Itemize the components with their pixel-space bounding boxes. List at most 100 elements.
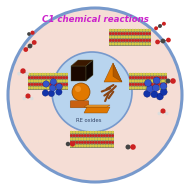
Circle shape (164, 83, 167, 86)
Circle shape (70, 144, 73, 147)
Circle shape (81, 141, 84, 144)
Circle shape (137, 86, 140, 89)
Circle shape (78, 141, 81, 144)
Circle shape (148, 86, 151, 89)
Circle shape (78, 131, 81, 134)
Circle shape (145, 86, 148, 89)
Circle shape (137, 80, 140, 82)
Circle shape (57, 83, 60, 86)
Circle shape (144, 90, 151, 97)
Bar (70, 130, 114, 147)
Circle shape (126, 32, 129, 35)
Circle shape (55, 83, 57, 86)
Circle shape (31, 76, 33, 79)
Circle shape (129, 36, 131, 38)
Circle shape (47, 83, 49, 86)
Circle shape (123, 29, 126, 32)
Circle shape (75, 134, 78, 137)
Circle shape (142, 29, 145, 32)
Circle shape (117, 42, 120, 45)
Circle shape (36, 76, 39, 79)
Circle shape (145, 29, 148, 32)
Circle shape (115, 42, 117, 45)
Circle shape (156, 73, 159, 76)
Text: RE oxides: RE oxides (76, 119, 102, 123)
Circle shape (164, 86, 167, 89)
Circle shape (115, 32, 117, 35)
Circle shape (134, 73, 137, 76)
Circle shape (55, 80, 57, 82)
Circle shape (158, 24, 162, 28)
Circle shape (108, 138, 111, 140)
Circle shape (162, 83, 164, 86)
Circle shape (148, 73, 151, 76)
Circle shape (60, 76, 63, 79)
Circle shape (73, 144, 76, 147)
Circle shape (111, 141, 114, 144)
Circle shape (86, 141, 89, 144)
Circle shape (97, 141, 100, 144)
Circle shape (49, 86, 52, 89)
Circle shape (159, 76, 162, 79)
Circle shape (164, 80, 167, 82)
Circle shape (145, 32, 148, 35)
Circle shape (75, 138, 78, 140)
Circle shape (117, 32, 120, 35)
Circle shape (134, 76, 137, 79)
Circle shape (111, 138, 114, 140)
Circle shape (112, 42, 115, 45)
Circle shape (49, 76, 52, 79)
Circle shape (30, 97, 33, 100)
Circle shape (63, 73, 65, 76)
Circle shape (84, 131, 87, 134)
Circle shape (132, 76, 135, 79)
Bar (28, 73, 68, 90)
Circle shape (153, 77, 160, 84)
Circle shape (140, 29, 143, 32)
Circle shape (63, 86, 65, 89)
Circle shape (106, 144, 108, 147)
Circle shape (28, 76, 31, 79)
Circle shape (41, 76, 44, 79)
Circle shape (129, 39, 131, 42)
Circle shape (162, 73, 164, 76)
Circle shape (52, 73, 55, 76)
Circle shape (60, 83, 63, 86)
Circle shape (129, 83, 132, 86)
Circle shape (86, 131, 89, 134)
Circle shape (47, 73, 49, 76)
Circle shape (70, 131, 73, 134)
Circle shape (132, 80, 135, 82)
Circle shape (44, 83, 47, 86)
Circle shape (44, 76, 47, 79)
Text: C1 chemical reactions: C1 chemical reactions (42, 15, 148, 23)
Circle shape (44, 80, 47, 82)
Circle shape (103, 131, 106, 134)
Circle shape (31, 86, 33, 89)
Circle shape (137, 39, 140, 42)
Circle shape (89, 131, 92, 134)
Circle shape (8, 8, 182, 182)
Circle shape (129, 32, 131, 35)
Polygon shape (86, 60, 93, 81)
Bar (71, 66, 86, 81)
Circle shape (130, 144, 136, 150)
Circle shape (164, 76, 167, 79)
Circle shape (117, 39, 120, 42)
Circle shape (75, 86, 81, 92)
Circle shape (97, 131, 100, 134)
Circle shape (142, 76, 145, 79)
Circle shape (140, 83, 143, 86)
Circle shape (159, 86, 162, 89)
Circle shape (153, 76, 156, 79)
Circle shape (148, 76, 151, 79)
Circle shape (137, 42, 140, 45)
Circle shape (65, 73, 68, 76)
Circle shape (111, 144, 114, 147)
Circle shape (112, 29, 115, 32)
Circle shape (41, 80, 44, 82)
Circle shape (28, 44, 32, 48)
Polygon shape (71, 60, 93, 66)
Circle shape (151, 83, 154, 86)
Circle shape (145, 36, 148, 38)
